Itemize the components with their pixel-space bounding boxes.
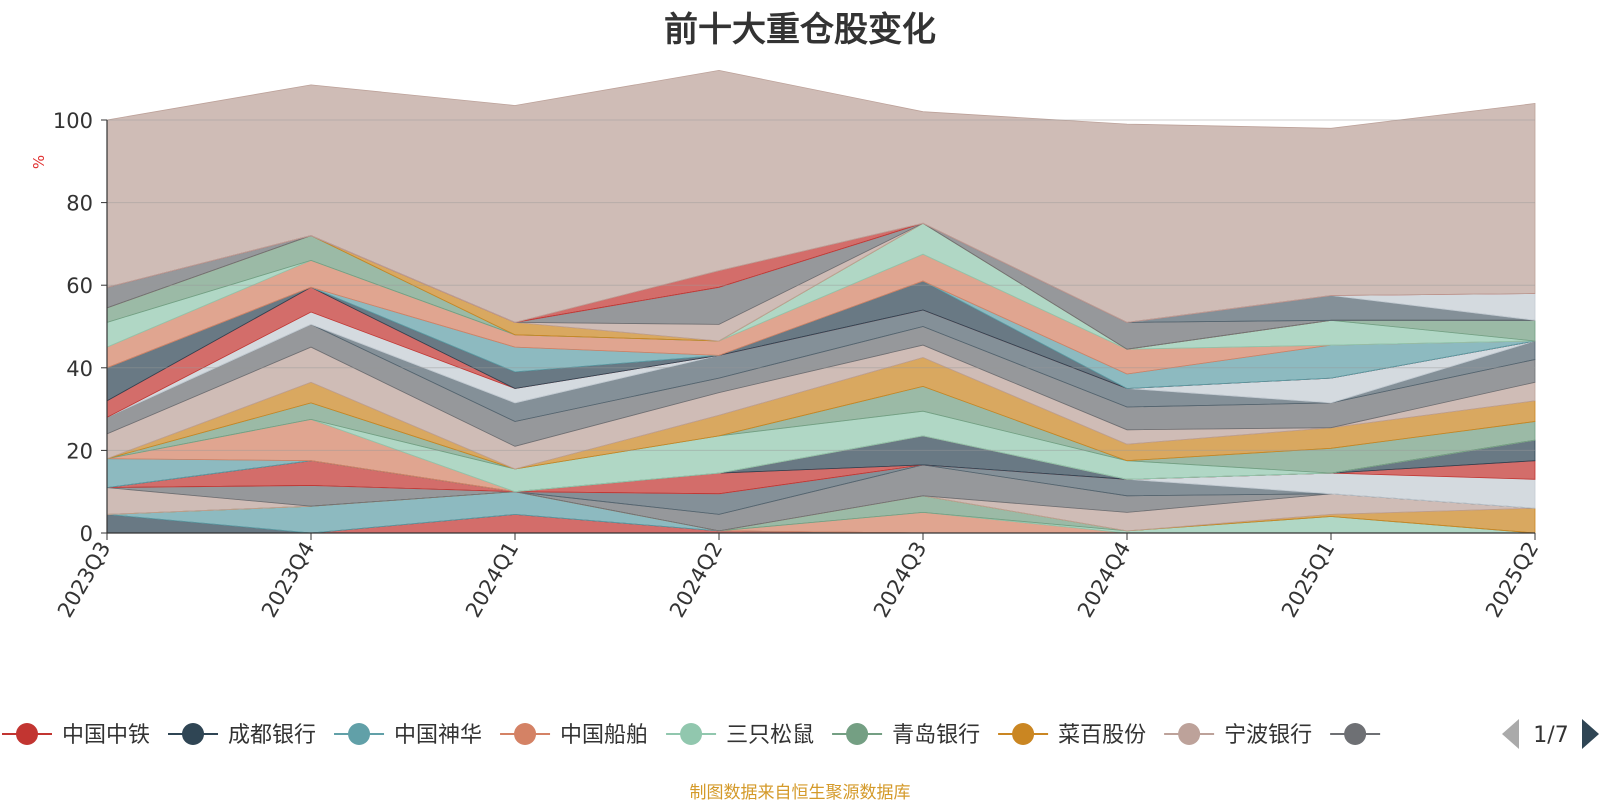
grid-layer: [107, 119, 1535, 451]
legend-marker: [680, 723, 703, 745]
legend-prev-icon[interactable]: [1502, 719, 1519, 749]
legend-marker: [16, 723, 38, 745]
x-tick-label-7: 2025Q2: [1481, 538, 1543, 622]
chart-title: 前十大重仓股变化: [664, 10, 936, 50]
legend-item-6[interactable]: 菜百股份: [998, 723, 1146, 748]
legend-marker: [1178, 723, 1201, 745]
legend-label: 中国神华: [394, 723, 482, 748]
legend-marker: [1344, 723, 1367, 745]
legend-next-icon[interactable]: [1582, 719, 1599, 749]
legend-marker: [348, 723, 371, 745]
y-tick-label-0: 0: [80, 522, 93, 546]
x-tick-label-0: 2023Q3: [53, 538, 115, 622]
legend-label: 青岛银行: [892, 723, 980, 748]
legend-label: 宁波银行: [1224, 723, 1312, 748]
y-tick-label-3: 60: [66, 274, 93, 298]
x-tick-label-4: 2024Q3: [869, 538, 931, 622]
legend-marker: [182, 723, 205, 745]
legend-item-4[interactable]: 三只松鼠: [666, 723, 814, 748]
legend-item-2[interactable]: 中国神华: [334, 723, 482, 748]
legend-label: 中国中铁: [62, 723, 150, 748]
legend-label: 成都银行: [228, 723, 316, 748]
area-layer: [106, 69, 1536, 534]
legend-item-1[interactable]: 成都银行: [168, 723, 316, 748]
source-note: 制图数据来自恒生聚源数据库: [689, 783, 911, 803]
x-tick-label-2: 2024Q1: [461, 538, 523, 622]
y-axis-label: %: [30, 155, 48, 169]
x-tick-label-5: 2024Q4: [1073, 538, 1135, 622]
legend-item-3[interactable]: 中国船舶: [500, 723, 648, 748]
legend-marker: [1012, 723, 1035, 745]
legend-item-8[interactable]: [1330, 723, 1381, 745]
legend-item-5[interactable]: 青岛银行: [832, 723, 980, 748]
y-tick-label-5: 100: [53, 109, 93, 133]
y-tick-label-2: 40: [66, 357, 93, 381]
x-tick-label-6: 2025Q1: [1277, 538, 1339, 622]
y-tick-label-4: 80: [66, 192, 93, 216]
area-series-34[interactable]: [106, 69, 1536, 323]
legend-marker: [514, 723, 537, 745]
y-tick-label-1: 20: [66, 439, 93, 463]
legend-item-0[interactable]: 中国中铁: [2, 723, 150, 748]
legend-label: 三只松鼠: [726, 723, 814, 748]
legend-page-indicator: 1/7: [1533, 723, 1568, 748]
legend-label: 中国船舶: [560, 723, 648, 748]
legend-pager: 1/7: [1502, 719, 1599, 749]
legend-label: 菜百股份: [1058, 723, 1146, 748]
x-tick-label-1: 2023Q4: [257, 538, 319, 622]
legend-item-7[interactable]: 宁波银行: [1164, 723, 1312, 748]
legend-marker: [846, 723, 869, 745]
legend[interactable]: 中国中铁 成都银行 中国神华 中国船舶 三只松鼠 青岛银行 菜百股份 宁波银行 1/7: [2, 719, 1599, 749]
x-tick-label-3: 2024Q2: [665, 538, 727, 622]
